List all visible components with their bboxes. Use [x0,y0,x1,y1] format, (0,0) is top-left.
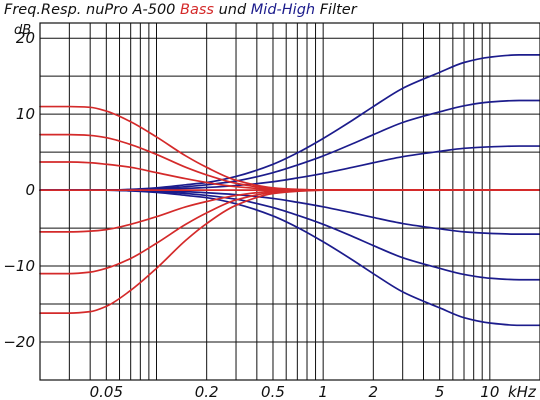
bass-curve [39,189,540,315]
y-tick-label: 0 [25,181,35,199]
x-tick-label: 10 [480,383,499,400]
bass-curve [39,161,540,191]
plot-frame [39,22,540,381]
x-tick-label: 5 [435,383,445,400]
grid [40,23,540,380]
title-part: Mid-High [251,2,315,18]
curves [39,54,540,327]
x-axis-label: kHz [508,383,537,400]
x-tick-label: 2 [369,383,379,400]
y-tick-label: 10 [16,105,35,123]
x-tick-label: 0.05 [90,383,123,400]
bass-curve [39,133,540,191]
x-tick-label: 0.2 [195,383,219,400]
y-tick-label: −10 [3,257,35,275]
x-tick-labels: 0.05 0.2 0.5 1 2 5 10 [90,383,500,400]
y-tick-labels: 20 10 0 −10 −20 [3,29,35,351]
title-part: und [214,2,251,18]
mid-high-curve [39,54,540,191]
mid-high-curve [39,189,540,327]
x-tick-label: 1 [318,383,328,400]
bass-curve [39,189,540,233]
y-tick-label: −20 [3,333,35,351]
y-tick-label: 20 [16,29,35,47]
x-tick-label: 0.5 [261,383,285,400]
title-part: Freq.Resp. nuPro A-500 [4,2,180,18]
y-axis-label: dB [14,23,31,38]
chart-title: Freq.Resp. nuPro A-500 Bass und Mid-High… [4,2,358,18]
title-part: Bass [180,2,214,18]
title-part: Filter [315,2,358,18]
